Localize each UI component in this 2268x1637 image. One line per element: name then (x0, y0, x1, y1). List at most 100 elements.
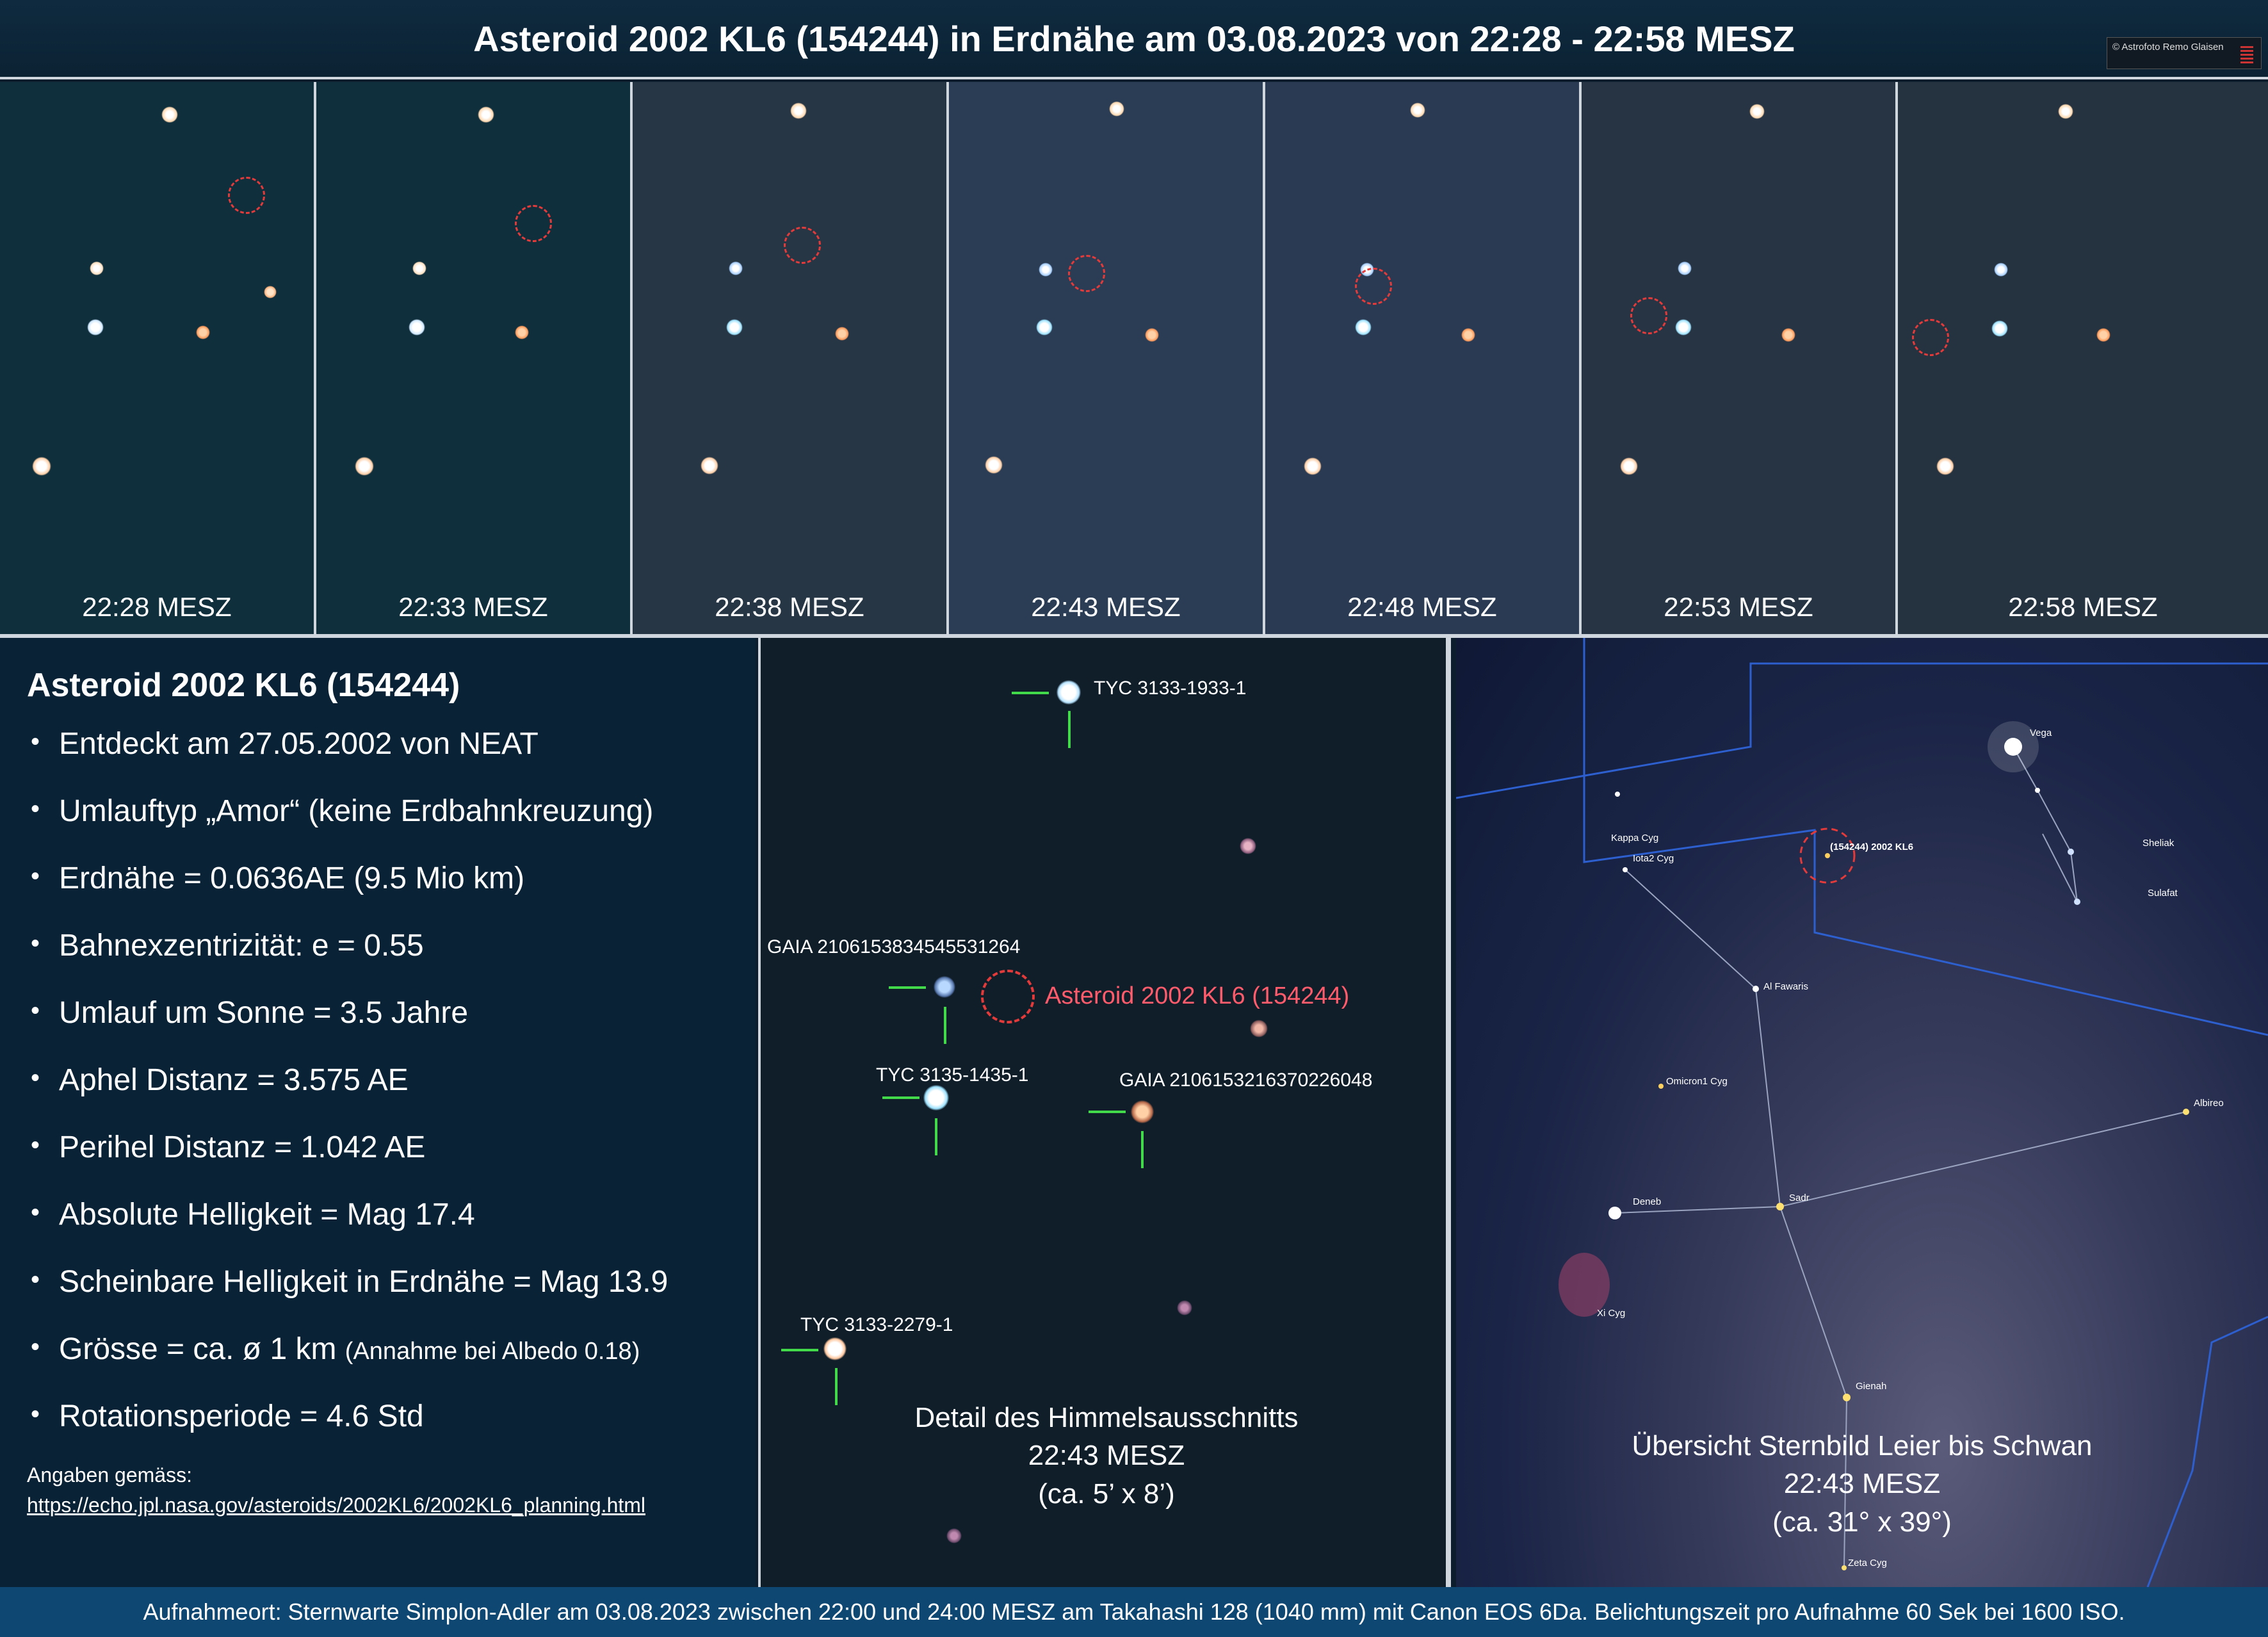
fact-item: Bahnexzentrizität: e = 0.55 (27, 931, 729, 961)
star (1109, 101, 1124, 117)
label-gaia2: GAIA 2106153216370226048 (1119, 1070, 1373, 1091)
frame-panel-7: 22:58 MESZ (1898, 82, 2268, 635)
fact-item: Entdeckt am 27.05.2002 von NEAT (27, 729, 729, 760)
star-omicron (1658, 1084, 1664, 1089)
asteroid-marker (1912, 319, 1949, 356)
label-deneb: Deneb (1633, 1196, 1662, 1207)
marker-line (835, 1368, 838, 1405)
marker-line (1012, 692, 1049, 694)
label-vega: Vega (2030, 728, 2052, 738)
label-tyc1: TYC 3133-1933-1 (1094, 678, 1247, 699)
fact-item: Perihel Distanz = 1.042 AE (27, 1132, 729, 1163)
asteroid-marker (1068, 255, 1105, 292)
footer-bar: Aufnahmeort: Sternwarte Simplon-Adler am… (0, 1587, 2268, 1637)
star (1749, 104, 1765, 119)
star (835, 327, 849, 341)
asteroid-marker (1799, 827, 1856, 884)
fact-item: Aphel Distanz = 3.575 AE (27, 1065, 729, 1096)
info-title: Asteroid 2002 KL6 (154244) (27, 667, 460, 704)
star (1036, 319, 1053, 336)
star (1177, 1300, 1192, 1315)
star-iota (1623, 867, 1628, 872)
star (1039, 263, 1053, 277)
star (264, 286, 277, 298)
star (196, 325, 210, 339)
caption-line: (ca. 31° x 39°) (1772, 1506, 1952, 1538)
marker-line (781, 1349, 818, 1351)
star (1678, 261, 1692, 275)
frame-time: 22:43 MESZ (1031, 592, 1181, 622)
caption-line: Detail des Himmelsausschnitts (914, 1402, 1299, 1433)
star (90, 261, 104, 275)
marker-line (1141, 1131, 1144, 1168)
star-kappa (1615, 792, 1620, 797)
label-alfawaris: Al Fawaris (1763, 981, 1809, 992)
label-gaia1: GAIA 2106153834545531264 (767, 936, 1021, 957)
label-albireo: Albireo (2194, 1098, 2224, 1109)
star (726, 319, 743, 336)
star (1355, 319, 1372, 336)
star-sadr (1776, 1203, 1784, 1210)
star (2035, 788, 2040, 793)
frame-time: 22:53 MESZ (1664, 592, 1813, 622)
star-albireo (2183, 1109, 2189, 1115)
star (1410, 102, 1425, 118)
star (2096, 328, 2110, 342)
marker-line (935, 1118, 937, 1155)
logo-icon (2240, 45, 2253, 63)
fact-item: Umlauf um Sonne = 3.5 Jahre (27, 998, 729, 1029)
star (1304, 457, 1322, 475)
label-sheliak: Sheliak (2142, 838, 2175, 849)
frame-time: 22:28 MESZ (82, 592, 232, 622)
label-tyc2: TYC 3135-1435-1 (876, 1064, 1029, 1086)
header-bar: Asteroid 2002 KL6 (154244) in Erdnähe am… (0, 0, 2268, 79)
label-gienah: Gienah (1856, 1381, 1887, 1392)
label-xi: Xi Cyg (1597, 1308, 1626, 1319)
boundary-line (2146, 1315, 2268, 1587)
caption-line: 22:43 MESZ (1783, 1468, 1941, 1500)
source-link[interactable]: https://echo.jpl.nasa.gov/asteroids/2002… (27, 1494, 646, 1517)
star (32, 457, 51, 476)
marker-line (882, 1096, 919, 1099)
frame-panel-2: 22:33 MESZ (316, 82, 633, 635)
timelapse-strip: 22:28 MESZ 22:33 MESZ 22:38 MESZ 22:43 M… (0, 82, 2268, 635)
star (729, 261, 743, 275)
size-main: Grösse = ca. ø 1 km (59, 1332, 337, 1366)
star-gaia2 (1131, 1100, 1154, 1123)
frame-panel-3: 22:38 MESZ (633, 82, 949, 635)
frame-time: 22:48 MESZ (1347, 592, 1497, 622)
star-sheliak (2068, 849, 2074, 855)
fact-item: Absolute Helligkeit = Mag 17.4 (27, 1200, 729, 1230)
frame-panel-6: 22:53 MESZ (1582, 82, 1898, 635)
star-tyc2 (923, 1085, 949, 1111)
asteroid-dot (1825, 853, 1830, 858)
asteroid-marker (981, 970, 1035, 1023)
fact-item: Rotationsperiode = 4.6 Std (27, 1401, 729, 1432)
star (1781, 328, 1795, 342)
star (87, 319, 104, 336)
star-vega (2004, 738, 2022, 756)
star-sulafat (2074, 899, 2080, 905)
star-vega-glow (1988, 721, 2039, 772)
star (515, 325, 529, 339)
frame-time: 22:38 MESZ (715, 592, 864, 622)
overview-caption: Übersicht Sternbild Leier bis Schwan 22:… (1606, 1427, 2118, 1541)
star-tyc3 (823, 1337, 846, 1360)
star (946, 1528, 962, 1543)
label-iota: Iota2 Cyg (1633, 853, 1674, 864)
star-deneb (1608, 1207, 1621, 1219)
caption-line: (ca. 5’ x 8’) (1038, 1478, 1175, 1510)
label-asteroid: (154244) 2002 KL6 (1830, 842, 1914, 852)
star (701, 457, 718, 475)
marker-line (944, 1007, 946, 1044)
marker-line (1089, 1111, 1126, 1113)
source-label: Angaben gemäss: (27, 1463, 192, 1486)
fact-item-size: Grösse = ca. ø 1 km (Annahme bei Albedo … (27, 1334, 729, 1365)
star (1620, 457, 1638, 475)
star (161, 106, 178, 123)
star (1461, 328, 1475, 342)
star (985, 456, 1003, 474)
nebula-glow (1559, 1253, 1610, 1317)
fact-item: Umlauftyp „Amor“ (keine Erdbahnkreuzung) (27, 796, 729, 827)
frame-time: 22:58 MESZ (2008, 592, 2158, 622)
